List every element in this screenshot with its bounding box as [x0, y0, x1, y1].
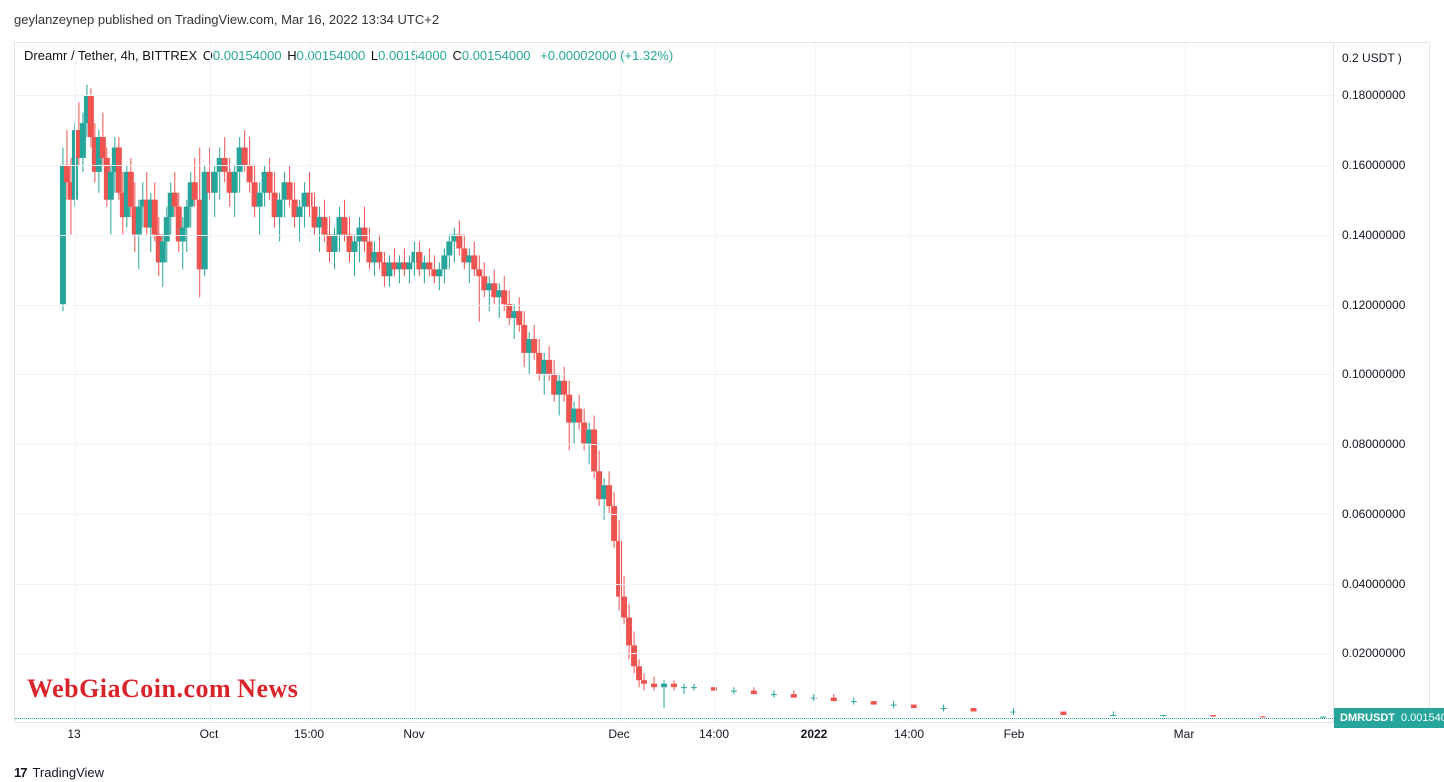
price-tag-symbol: DMRUSDT: [1340, 708, 1395, 728]
y-tick-label: 0.08000000: [1342, 437, 1405, 451]
y-tick-label: 0.16000000: [1342, 158, 1405, 172]
y-axis[interactable]: 0.2 USDT ) 0.18000000 0.16000000 0.1400000…: [1334, 42, 1430, 722]
y-axis-top-label: 0.2 USDT ): [1342, 51, 1402, 65]
tradingview-label: TradingView: [32, 765, 104, 780]
tradingview-logo-icon: 17: [14, 765, 26, 780]
x-tick-label: Dec: [608, 727, 629, 741]
candlestick-svg: [15, 43, 1333, 722]
x-tick-label: 13: [67, 727, 80, 741]
x-tick-label: 14:00: [699, 727, 729, 741]
x-axis[interactable]: 13 Oct 15:00 Nov Dec 14:00 2022 14:00 Feb Mar: [14, 722, 1334, 746]
y-tick-label: 0.04000000: [1342, 577, 1405, 591]
footer-brand[interactable]: 17 TradingView: [14, 765, 104, 780]
y-tick-label: 0.06000000: [1342, 507, 1405, 521]
x-tick-label: Mar: [1174, 727, 1195, 741]
chart-pane[interactable]: WebGiaCoin.comNews: [14, 42, 1334, 722]
x-tick-label: 15:00: [294, 727, 324, 741]
price-tag-value: 0.00154000: [1401, 708, 1444, 728]
publish-line: geylanzeynep published on TradingView.co…: [14, 12, 439, 27]
last-price-line: [15, 718, 1333, 719]
y-tick-label: 0.14000000: [1342, 228, 1405, 242]
x-tick-label: Nov: [403, 727, 424, 741]
y-tick-label: 0.18000000: [1342, 88, 1405, 102]
x-tick-label: 14:00: [894, 727, 924, 741]
x-tick-label: Oct: [200, 727, 219, 741]
y-tick-label: 0.02000000: [1342, 646, 1405, 660]
y-tick-label: 0.10000000: [1342, 367, 1405, 381]
last-price-tag: DMRUSDT 0.00154000: [1334, 708, 1444, 728]
x-tick-label: 2022: [801, 727, 828, 741]
y-tick-label: 0.12000000: [1342, 298, 1405, 312]
x-tick-label: Feb: [1004, 727, 1025, 741]
